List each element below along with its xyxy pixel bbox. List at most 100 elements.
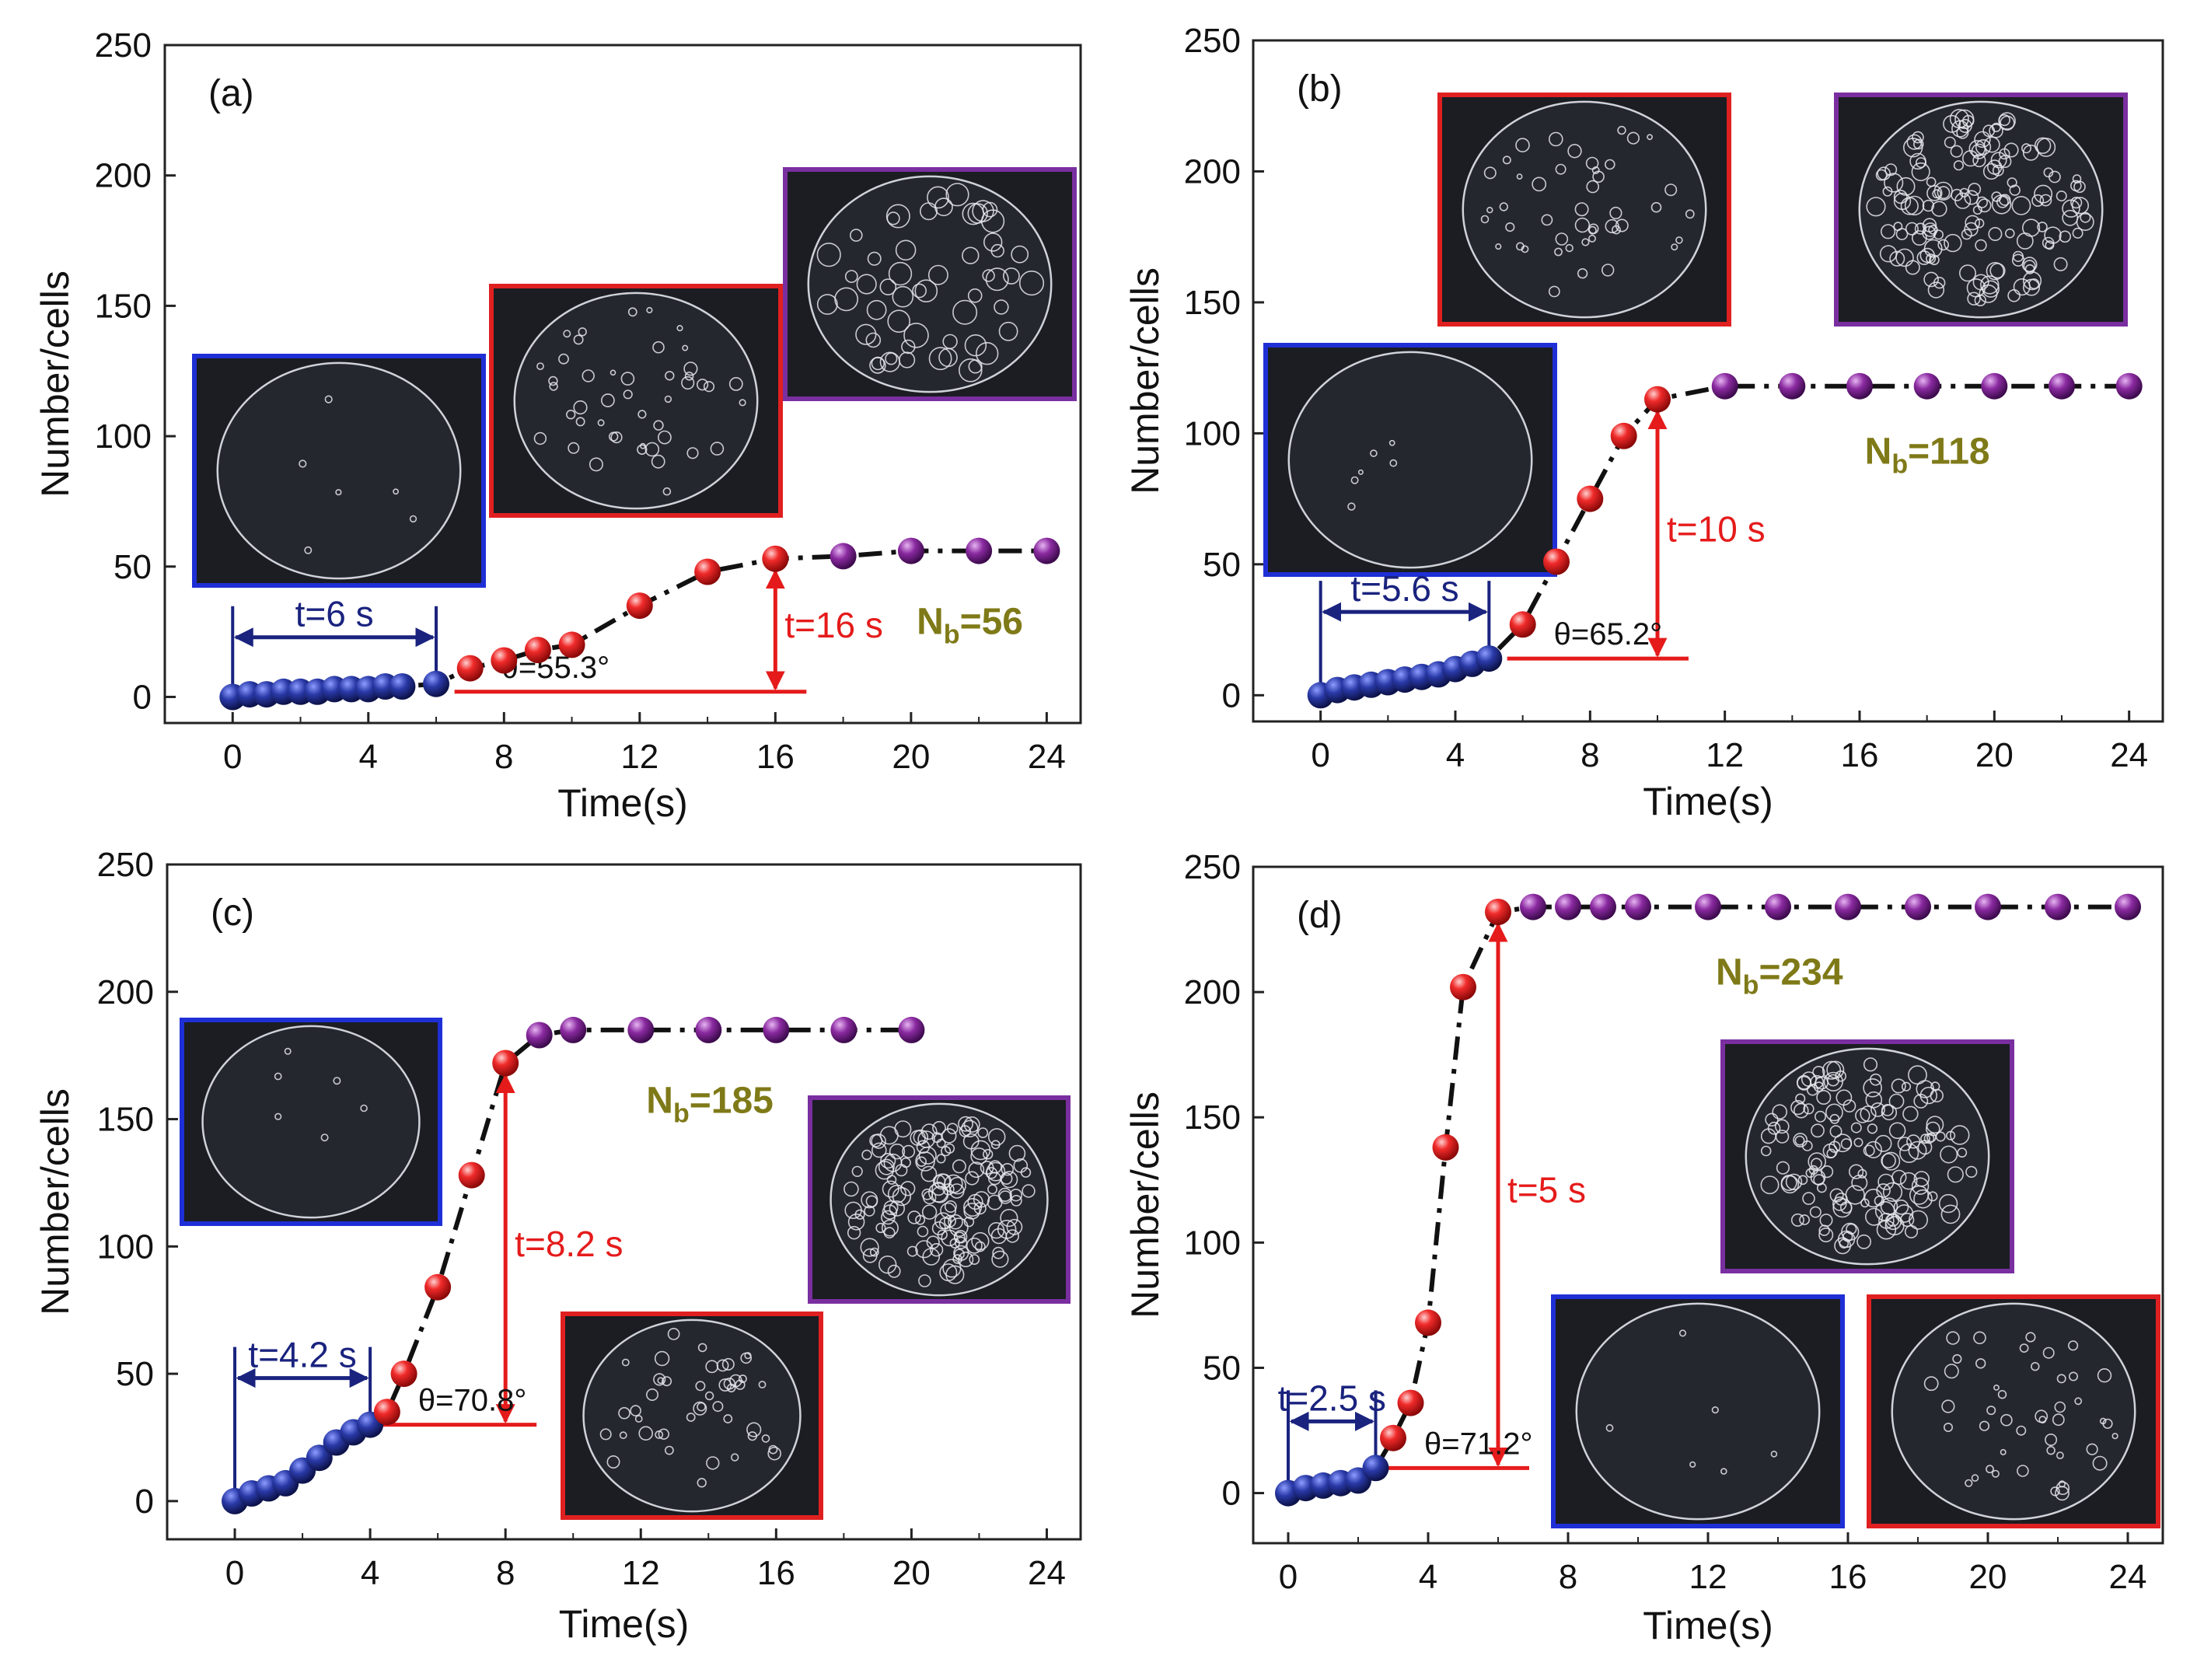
bubble (991, 1250, 1009, 1268)
bubble (1516, 173, 1523, 180)
bubble (1357, 469, 1364, 475)
bubble (865, 1195, 878, 1208)
y-tick-label: 0 (135, 1483, 154, 1521)
x-tick-label: 12 (620, 738, 658, 776)
bubble (2044, 226, 2062, 244)
bubble (1866, 197, 1886, 217)
bubble (1013, 1158, 1029, 1173)
y-axis-title: Number/cells (1123, 267, 1167, 494)
bubble (657, 1377, 665, 1385)
bubble (1911, 230, 1927, 246)
bubble (1864, 1140, 1882, 1158)
bubble (886, 1175, 897, 1185)
bubble (1803, 1103, 1815, 1115)
bubble (549, 382, 558, 391)
bubble (1889, 250, 1905, 267)
bubble (1863, 1144, 1875, 1157)
micrograph-inset-blue (192, 354, 486, 588)
bubble (997, 1187, 1012, 1202)
growth-time-label: t=5 s (1507, 1170, 1586, 1210)
bubble (962, 246, 980, 264)
bubble (1996, 195, 2009, 208)
bubble (990, 1140, 1001, 1150)
bubble (1839, 1238, 1849, 1249)
bubble (879, 351, 900, 372)
bubble (1944, 1364, 1959, 1379)
bubble (2034, 184, 2053, 204)
bubble (888, 261, 913, 286)
bubble (1567, 144, 1582, 159)
bubble (1989, 124, 2003, 138)
micrograph-inset-red (1437, 93, 1731, 327)
bubble (1893, 1200, 1909, 1215)
bubble (1809, 1206, 1822, 1218)
bubble (1959, 187, 1969, 197)
x-tick-label: 8 (496, 1554, 515, 1592)
bubble (902, 1144, 916, 1158)
data-point-plateau (1905, 893, 1931, 920)
bubble (1997, 1389, 2007, 1399)
bubble (1965, 1165, 1978, 1178)
bubble (1911, 162, 1930, 182)
panel-b: 0 50 100 150 200 250 0 4 8 12 16 20 24 Time(s) Number/… (1123, 22, 2164, 823)
bubble (1937, 186, 1951, 200)
bubble (1480, 215, 1490, 224)
bubble (987, 1128, 1006, 1146)
bubble (1975, 139, 1992, 155)
bubble (1950, 1125, 1970, 1145)
x-tick-label: 12 (1706, 736, 1744, 774)
bubble (1891, 1078, 1906, 1094)
data-point-plateau (1765, 893, 1791, 920)
bubble (1965, 215, 1980, 231)
y-axis-title: Number/cells (1123, 1091, 1167, 1319)
bubble (917, 1225, 929, 1238)
data-point-growth (492, 1050, 519, 1077)
bubble (1953, 160, 1964, 171)
bubble (1986, 1406, 1996, 1416)
micrograph-inset-blue (1263, 343, 1557, 577)
bubble (1922, 199, 1935, 212)
bubble (936, 1138, 946, 1148)
bubble (1913, 1171, 1930, 1187)
bubble (1926, 1116, 1944, 1134)
bubble (1926, 253, 1937, 264)
bubble (1009, 1188, 1023, 1202)
bubble (1671, 243, 1678, 251)
bubble (889, 1200, 906, 1217)
bubble (728, 376, 743, 391)
data-point-growth (1397, 1389, 1424, 1416)
x-tick-label: 0 (1311, 736, 1329, 774)
induction-time-label: t=2.5 s (1278, 1378, 1386, 1418)
bubble (1937, 239, 1949, 251)
bubble (887, 309, 910, 334)
bubble (299, 459, 307, 468)
data-point-plateau (1033, 537, 1060, 564)
data-point-growth (626, 592, 653, 620)
bubble (1790, 1213, 1804, 1227)
bubble (640, 442, 646, 449)
panel-a: 0 50 100 150 200 250 0 4 8 12 16 20 24 Time(s) Number/… (33, 26, 1082, 825)
bubble (1860, 1105, 1877, 1123)
y-tick-label: 250 (1184, 22, 1241, 60)
bubble (971, 1231, 990, 1251)
bubble (646, 306, 653, 314)
x-tick-label: 8 (494, 738, 513, 776)
x-tick-label: 4 (361, 1554, 379, 1592)
bubble (2000, 1448, 2007, 1455)
bubble (1835, 1070, 1846, 1082)
bubble (1882, 1182, 1903, 1202)
nb-label: Nb=56 (917, 601, 1023, 649)
bubble (1941, 1399, 1955, 1413)
data-point-growth (458, 1161, 485, 1189)
y-tick-label: 100 (1184, 1224, 1241, 1262)
bubble (1906, 1134, 1921, 1149)
y-tick-label: 200 (1184, 152, 1241, 190)
bubble (1760, 1175, 1780, 1195)
bubble (1896, 176, 1916, 196)
bubble (706, 1456, 720, 1470)
bubble (533, 431, 547, 445)
bubble (2034, 137, 2052, 155)
bubble (703, 381, 715, 393)
bubble (655, 1430, 664, 1439)
bubble (1893, 190, 1908, 204)
